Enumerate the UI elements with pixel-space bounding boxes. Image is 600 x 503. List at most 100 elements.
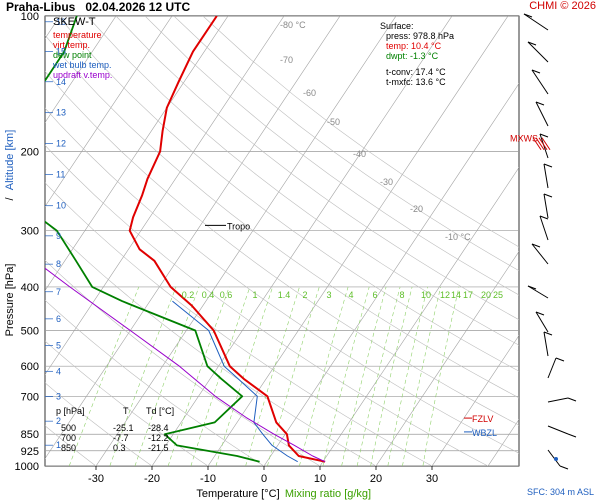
altitude-tick-label: 7 — [56, 287, 61, 297]
isotherm-line — [45, 16, 341, 460]
isotherm-line — [45, 16, 285, 376]
dry-adiabat — [45, 259, 321, 466]
y-axis-label-2: Altitude [km] — [4, 130, 16, 191]
isotherm-label: -60 — [303, 88, 316, 98]
wind-barb-flag — [527, 285, 537, 290]
surface-wind-marker — [554, 457, 558, 461]
altitude-tick-label: 6 — [56, 314, 61, 324]
wind-barb-shaft — [539, 215, 549, 241]
wind-barb-flag — [559, 465, 569, 470]
mixing-ratio-label: 0.6 — [220, 290, 233, 300]
annotations: 0.2 0.4 0.6 1 1.4 2 3 4 6 8 10 12 14 17 20 25-80 °C-70-… — [56, 20, 538, 453]
wind-barb-shaft — [535, 101, 549, 127]
wind-barb-flag — [543, 193, 553, 198]
altitude-tick-label: 1 — [56, 440, 61, 450]
legend-item: wet bulb temp. — [53, 60, 112, 70]
mixing-ratio-label: 1 — [252, 290, 257, 300]
pressure-tick-label: 1000 — [15, 461, 39, 473]
series-line-wet-bulb-temp- — [172, 300, 298, 463]
isotherm-label: -30 — [380, 177, 393, 187]
table-cell: -28.4 — [148, 423, 169, 433]
mixing-ratio-label: 25 — [493, 290, 503, 300]
wind-barb-flag — [543, 331, 553, 336]
dry-adiabat — [115, 16, 519, 321]
legend: SKEW-T temperature virt.temp. dew point … — [53, 16, 173, 81]
mixing-ratio-label: 14 — [451, 290, 461, 300]
table-cell: -12.2 — [148, 433, 169, 443]
altitude-tick-label: 9 — [56, 231, 61, 241]
isotherm-label: -50 — [327, 117, 340, 127]
isotherm-label: -70 — [280, 55, 293, 65]
wind-barb-shaft — [547, 357, 557, 379]
surface-row: dwpt: -1.3 °C — [386, 51, 439, 61]
wind-barb-shaft — [527, 285, 549, 299]
series-line-dew-point — [45, 16, 260, 463]
altitude-tick-label: 11 — [56, 169, 65, 179]
legend-title: SKEW-T — [53, 16, 96, 28]
dry-adiabat — [45, 220, 377, 466]
wind-barb-flag — [535, 311, 545, 316]
mixing-ratio-label: 3 — [326, 290, 331, 300]
mxws-barb — [532, 137, 542, 151]
dry-adiabat — [45, 34, 519, 399]
mixing-ratio-label: 2 — [302, 290, 307, 300]
mixing-ratio-label: 10 — [421, 290, 431, 300]
chart-header: Praha-Libus 02.04.2026 12 UTC — [6, 0, 190, 14]
x-tick-label: 30 — [426, 473, 438, 485]
legend-item: updraft v.temp. — [53, 70, 113, 80]
isotherm-line — [45, 16, 173, 208]
dry-adiabat — [45, 70, 519, 426]
wind-barb-shaft — [523, 13, 549, 31]
legend-item: temperature — [53, 30, 102, 40]
credit-link[interactable]: CHMI © 2026 — [529, 0, 596, 12]
altitude-tick-label: 5 — [56, 341, 61, 351]
altitude-tick-label: 12 — [56, 138, 66, 148]
isotherm-line — [319, 166, 519, 466]
surface-row: t-mxfc: 13.6 °C — [386, 77, 446, 87]
altitude-tick-label: 2 — [56, 416, 61, 426]
mixing-ratio-label: 12 — [440, 290, 450, 300]
mixing-ratio-label: 0.4 — [202, 290, 215, 300]
pressure-tick-label: 600 — [21, 361, 39, 373]
mixing-ratio-line — [341, 286, 387, 466]
wind-barb-shaft — [527, 41, 549, 63]
wbzl-label: WBZL — [472, 428, 497, 438]
isotherm-line — [207, 16, 509, 466]
mixing-ratio-line — [322, 286, 370, 466]
x-tick-label: 10 — [314, 473, 326, 485]
wind-barb-flag — [531, 69, 541, 74]
altitude-tick-label: 16 — [56, 17, 66, 27]
mixing-ratio-line — [422, 286, 460, 466]
sounding-datetime: 02.04.2026 12 UTC — [85, 0, 191, 14]
wind-barb-flag — [535, 101, 545, 106]
legend-item: virt.temp. — [53, 40, 91, 50]
x-axis-label-2: Mixing ratio [g/kg] — [285, 488, 371, 500]
profile-curves — [45, 16, 326, 463]
mixing-ratio-line — [267, 286, 320, 466]
mixing-ratio-line — [370, 286, 413, 466]
wind-barb-shaft — [531, 243, 549, 265]
table-cell: 0.3 — [113, 443, 126, 453]
mixing-ratio-line — [68, 286, 140, 466]
pressure-tick-label: 850 — [21, 429, 39, 441]
table-cell: -25.1 — [113, 423, 134, 433]
wind-barb-shaft — [547, 397, 569, 403]
dry-adiabat — [57, 16, 519, 372]
surface-row: t-conv: 17.4 °C — [386, 67, 446, 77]
wind-barbs — [523, 13, 577, 470]
x-tick-label: -30 — [88, 473, 104, 485]
isotherm-line — [263, 82, 519, 466]
altitude-tick-label: 10 — [56, 201, 66, 211]
mixing-ratio-label: 20 — [481, 290, 491, 300]
wind-barb-flag — [539, 133, 549, 138]
table-cell: -7.7 — [113, 433, 129, 443]
dry-adiabat — [45, 144, 489, 466]
mxws-barb — [535, 137, 545, 151]
surface-title: Surface: — [380, 21, 414, 31]
wind-barb-flag — [567, 433, 577, 438]
dry-adiabat — [86, 16, 519, 346]
table-cell: 700 — [61, 433, 76, 443]
mixing-ratio-label: 4 — [348, 290, 353, 300]
wind-barb-flag — [543, 163, 553, 168]
